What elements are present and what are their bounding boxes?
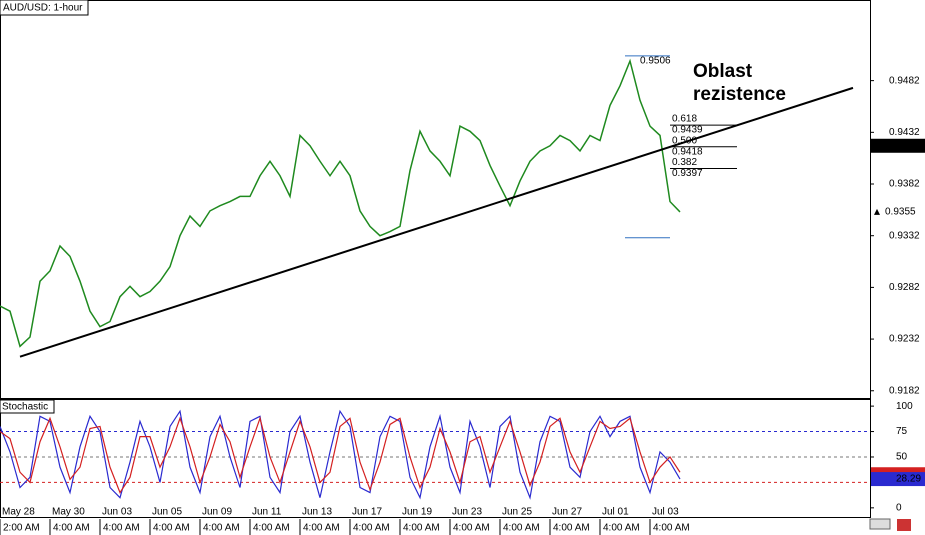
price-panel [0, 0, 871, 399]
y-tick-label: 100 [896, 401, 913, 412]
x-tick-label: Jun 05 [152, 507, 182, 518]
stoch-tag [871, 472, 925, 487]
x-time-label: 4:00 AM [403, 523, 440, 534]
fib-value: 0.9397 [672, 168, 703, 179]
x-time-label: 4:00 AM [653, 523, 690, 534]
fib-high-label: 0.9506 [640, 55, 671, 66]
x-tick-label: Jun 03 [102, 507, 132, 518]
x-tick-label: Jul 01 [602, 507, 629, 518]
close-button[interactable] [897, 519, 911, 531]
x-time-label: 4:00 AM [103, 523, 140, 534]
y-tick-label: 0 [896, 502, 902, 513]
y-tick-label: 0.9332 [889, 230, 920, 241]
x-time-label: 4:00 AM [453, 523, 490, 534]
last-price-label: 0.9355 [885, 207, 916, 218]
x-tick-label: Jun 11 [252, 507, 282, 518]
y-tick-label: 0.9182 [889, 385, 920, 396]
x-time-label: 4:00 AM [253, 523, 290, 534]
crosshair-tag-label: 0.9419 [896, 140, 925, 151]
title-box [0, 0, 89, 16]
x-tick-label: Jul 03 [652, 507, 679, 518]
panel-title: Stochastic [2, 402, 48, 413]
panel-title-box [0, 399, 55, 414]
line [0, 58, 681, 348]
stoch-tag-label: 28.29 [896, 474, 921, 485]
x-time-label: 4:00 AM [303, 523, 340, 534]
line [19, 86, 854, 358]
y-tick-label: 0.9432 [889, 127, 920, 138]
fib-value: 0.9418 [672, 146, 703, 157]
x-time-label: 2:00 AM [3, 523, 40, 534]
x-tick-label: Jun 09 [202, 507, 232, 518]
x-tick-label: Jun 17 [352, 507, 382, 518]
last-price-marker [874, 208, 880, 215]
y-tick-label: 0.9232 [889, 334, 920, 345]
x-time-label: 4:00 AM [153, 523, 190, 534]
fib-ratio: 0.500 [672, 135, 697, 146]
x-time-label: 4:00 AM [203, 523, 240, 534]
x-time-label: 4:00 AM [353, 523, 390, 534]
line [0, 416, 681, 494]
y-tick-label: 50 [896, 452, 908, 463]
y-tick-label: 0.9282 [889, 282, 920, 293]
x-tick-label: Jun 27 [552, 507, 582, 518]
fib-ratio: 0.382 [672, 157, 697, 168]
y-tick-label: 0.9382 [889, 179, 920, 190]
fib-value: 0.9439 [672, 125, 703, 136]
x-tick-label: Jun 19 [402, 507, 432, 518]
x-tick-label: May 28 [2, 507, 35, 518]
annotation: Oblast [693, 61, 753, 82]
chart-title: AUD/USD: 1-hour [3, 3, 83, 14]
x-tick-label: Jun 23 [452, 507, 482, 518]
y-tick-label: 75 [896, 426, 908, 437]
line [0, 409, 681, 500]
annotation: rezistence [693, 84, 786, 105]
x-time-label: 4:00 AM [503, 523, 540, 534]
x-tick-label: Jun 25 [502, 507, 532, 518]
x-tick-label: Jun 13 [302, 507, 332, 518]
scroll-button[interactable] [869, 518, 891, 530]
crosshair-tag [871, 138, 925, 153]
stochastic-panel [0, 399, 871, 518]
x-time-label: 4:00 AM [53, 523, 90, 534]
x-time-label: 4:00 AM [603, 523, 640, 534]
y-tick-label: 0.9482 [889, 75, 920, 86]
x-tick-label: May 30 [52, 507, 85, 518]
fib-ratio: 0.618 [672, 114, 697, 125]
x-time-label: 4:00 AM [553, 523, 590, 534]
